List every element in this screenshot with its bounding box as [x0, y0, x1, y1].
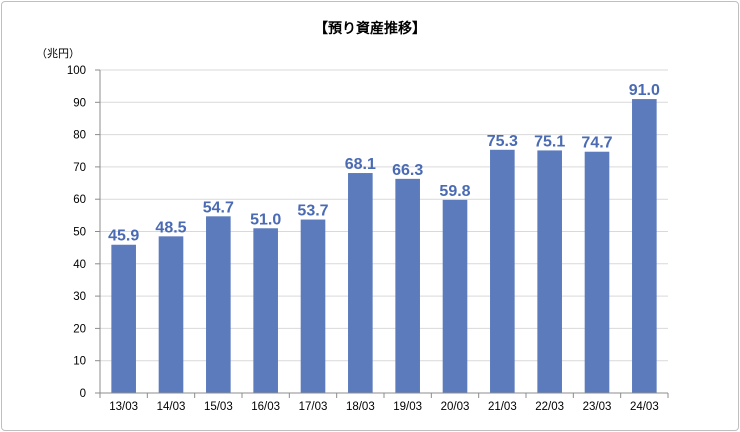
- x-tick-label: 20/03: [441, 401, 470, 413]
- y-tick-label: 0: [80, 388, 86, 400]
- data-label: 75.3: [487, 133, 518, 150]
- y-tick-label: 10: [73, 356, 86, 368]
- x-tick-label: 14/03: [157, 401, 186, 413]
- x-tick-label: 22/03: [535, 401, 564, 413]
- x-tick-label: 16/03: [251, 401, 280, 413]
- y-tick-label: 60: [73, 194, 86, 206]
- x-tick-label: 21/03: [488, 401, 517, 413]
- x-tick-label: 23/03: [583, 401, 612, 413]
- data-label: 53.7: [297, 203, 328, 220]
- data-label: 59.8: [439, 183, 470, 200]
- data-label: 68.1: [345, 156, 376, 173]
- y-tick-label: 100: [67, 65, 86, 77]
- data-label: 74.7: [581, 135, 612, 152]
- bar: [111, 244, 136, 393]
- y-tick-label: 40: [73, 259, 86, 271]
- bar: [206, 216, 231, 393]
- bar: [537, 150, 562, 393]
- chart-title: 【預り資産推移】: [314, 20, 426, 37]
- axes: [95, 69, 669, 398]
- x-tick-label: 17/03: [299, 401, 328, 413]
- data-label: 91.0: [629, 82, 660, 99]
- data-label: 45.9: [108, 228, 139, 245]
- bars: [111, 99, 657, 393]
- y-axis-unit-label: （兆円）: [36, 47, 80, 60]
- x-tick-label: 13/03: [109, 401, 138, 413]
- bar: [632, 99, 657, 393]
- y-tick-label: 90: [73, 97, 86, 109]
- x-tick-label: 19/03: [393, 401, 422, 413]
- data-label: 66.3: [392, 162, 423, 179]
- bar: [442, 199, 468, 393]
- x-tick-label: 24/03: [630, 401, 659, 413]
- x-tick-label: 15/03: [204, 401, 233, 413]
- data-label: 48.5: [155, 219, 186, 236]
- bar: [490, 149, 515, 393]
- data-label: 75.1: [534, 133, 565, 150]
- x-tick-label: 18/03: [346, 401, 375, 413]
- y-tick-label: 80: [73, 130, 86, 142]
- bar: [158, 236, 184, 393]
- y-tick-label: 20: [73, 323, 86, 335]
- y-tick-label: 30: [73, 291, 86, 303]
- data-label: 51.0: [250, 211, 281, 228]
- bar: [300, 219, 326, 393]
- data-label: 54.7: [203, 199, 234, 216]
- bar: [584, 151, 610, 393]
- y-tick-label: 50: [73, 227, 86, 239]
- bar: [395, 178, 420, 393]
- gridlines: [100, 69, 668, 362]
- bar: [253, 228, 278, 393]
- y-tick-label: 70: [73, 162, 86, 174]
- data-labels: 45.9 48.5 54.7 51.0 53.7 68.1 66.3 59.8 75.3 75.1…: [108, 82, 660, 245]
- y-tick-labels: 0 10 20 30 40 50 60 70 80 90 100: [67, 65, 86, 400]
- bar: [348, 173, 373, 393]
- x-tick-labels: 13/03 14/03 15/03 16/03 17/03 18/03 19/03 20/03…: [109, 401, 658, 413]
